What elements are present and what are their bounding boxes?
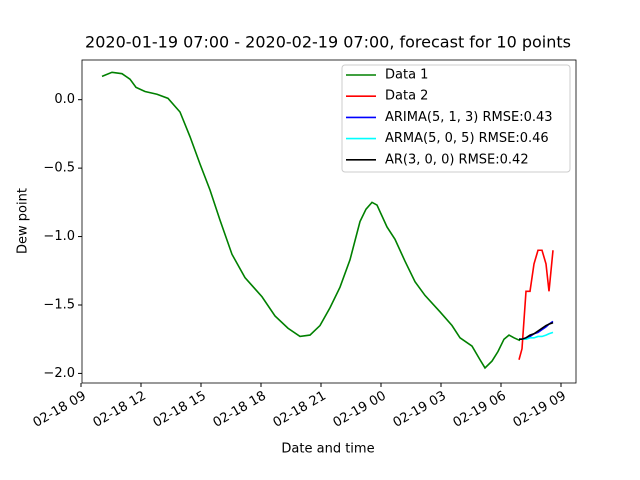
- y-tick-label: −1.0: [43, 229, 75, 244]
- y-axis-label: Dew point: [16, 188, 31, 254]
- x-tick-label: 02-18 21: [271, 389, 329, 431]
- series-line: [518, 249, 554, 360]
- x-tick-label: 02-19 09: [511, 389, 569, 431]
- y-tick-label: −2.0: [43, 366, 75, 381]
- x-tick-label: 02-18 09: [31, 389, 89, 431]
- axes-frame: [81, 59, 577, 384]
- legend-box: [341, 64, 571, 173]
- x-tick-label: 02-19 00: [331, 389, 389, 431]
- legend: Data 1 Data 2 ARIMA(5, 1, 3) RMSE:0.43 ARMA…: [341, 64, 571, 173]
- y-tick-label: −0.5: [43, 161, 75, 176]
- x-tick-label: 02-18 18: [211, 389, 269, 431]
- chart-title: 2020-01-19 07:00 - 2020-02-19 07:00, for…: [85, 33, 571, 52]
- y-tick-label: 0.0: [54, 92, 75, 107]
- y-tick-label: −1.5: [43, 297, 75, 312]
- x-tick-label: 02-18 15: [151, 389, 209, 431]
- legend-label: ARMA(5, 0, 5) RMSE:0.46: [385, 131, 549, 146]
- legend-label: Data 2: [385, 89, 428, 104]
- series-line: [519, 322, 554, 340]
- series-line: [101, 71, 521, 370]
- legend-label: ARIMA(5, 1, 3) RMSE:0.43: [385, 110, 553, 125]
- x-tick-label: 02-19 03: [391, 389, 449, 431]
- x-tick-label: 02-18 12: [91, 389, 149, 431]
- x-tick-label: 02-19 06: [451, 389, 509, 431]
- legend-label: Data 1: [385, 68, 428, 83]
- x-axis-label: Date and time: [281, 442, 374, 457]
- legend-label: AR(3, 0, 0) RMSE:0.42: [385, 152, 529, 167]
